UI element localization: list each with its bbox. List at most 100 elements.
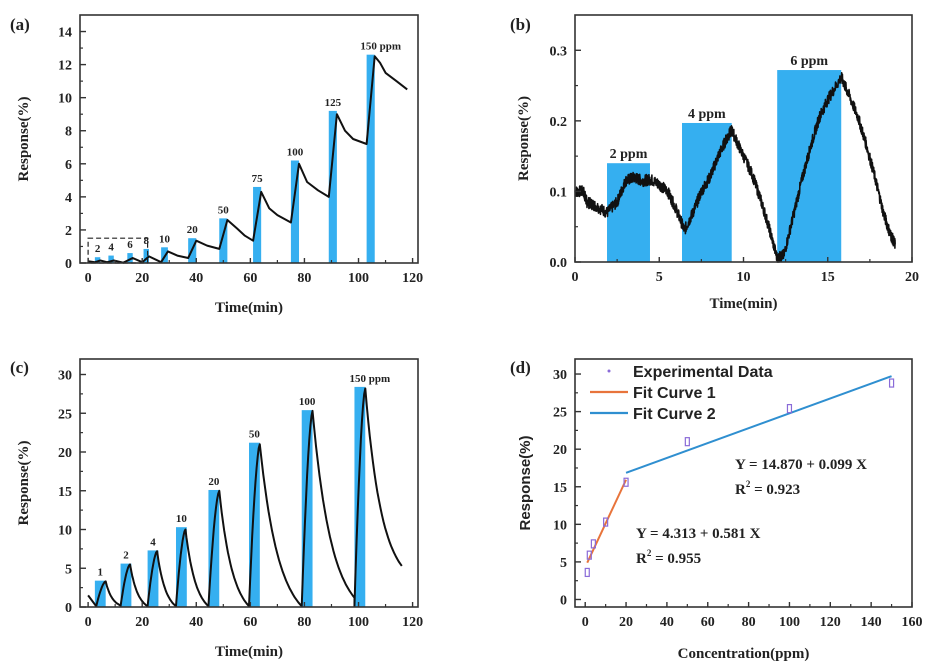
x-tick-label: 100 <box>348 271 369 286</box>
pulse-label: 20 <box>208 476 220 488</box>
x-axis-label: Time(min) <box>709 296 777 312</box>
y-tick-label: 15 <box>553 481 567 496</box>
y-tick-label: 30 <box>58 369 72 384</box>
pulse-label: 100 <box>299 396 316 408</box>
data-point <box>786 404 793 414</box>
pulse-label: 50 <box>249 429 261 441</box>
x-tick-label: 60 <box>243 615 257 630</box>
y-axis-label: Response(%) <box>516 96 532 181</box>
response-curve <box>574 72 896 263</box>
gas-pulse-bar <box>777 70 842 262</box>
panel-b: (b) 2 ppm 4 ppm 6 ppm 0 5 10 15 20 0.0 0.1 0.2 0.3 Ti… <box>510 14 919 312</box>
x-tick-label: 20 <box>135 615 149 630</box>
x-tick-label: 20 <box>135 271 149 286</box>
x-tick-label: 10 <box>737 270 751 285</box>
data-point <box>603 517 609 527</box>
pulse-label: 100 <box>287 146 304 158</box>
r-squared-label: R2 = 0.955 <box>636 548 701 567</box>
pulse-label: 10 <box>176 513 188 525</box>
data-point <box>586 550 592 560</box>
x-tick-label: 100 <box>779 615 800 630</box>
gas-pulse-bar <box>143 248 149 263</box>
panel-c: (c) 1 2 4 10 20 50 100 150 ppm 0 20 40 60 80 100 120 0 5 1… <box>10 358 423 660</box>
gas-pulse-bar <box>219 218 228 263</box>
x-tick-label: 0 <box>572 270 579 285</box>
x-tick-label: 20 <box>905 270 919 285</box>
legend-label: Experimental Data <box>633 364 773 381</box>
panel-d: (d) Experimental Data Fit Curve 1 Fit Curve… <box>510 358 923 662</box>
y-tick-label: 0.1 <box>550 185 568 200</box>
gas-pulse-bar <box>108 255 114 263</box>
plot-frame <box>79 358 419 608</box>
r-label: R <box>735 482 746 498</box>
pulse-label: 10 <box>159 233 171 245</box>
data-point <box>584 567 590 578</box>
y-tick-label: 10 <box>58 524 72 539</box>
x-tick-label: 20 <box>619 615 633 630</box>
panel-label: (d) <box>510 358 531 377</box>
gas-pulse-bar <box>253 186 262 263</box>
plot-frame <box>574 358 913 608</box>
data-point <box>590 539 596 549</box>
x-tick-label: 5 <box>656 270 663 285</box>
x-tick-label: 40 <box>189 271 203 286</box>
data-point <box>888 378 895 388</box>
pulse-label: 4 <box>150 536 156 548</box>
y-tick-label: 0 <box>560 593 567 608</box>
gas-pulse-bar <box>208 489 220 607</box>
pulse-label: 4 ppm <box>688 107 726 122</box>
gas-pulse-bar <box>354 386 366 607</box>
y-tick-label: 0 <box>65 601 72 616</box>
panel-label: (c) <box>10 358 29 377</box>
y-tick-label: 2 <box>65 224 72 239</box>
data-point <box>623 477 629 487</box>
x-tick-label: 80 <box>297 615 311 630</box>
r-squared-value: = 0.955 <box>651 551 701 567</box>
r-squared-label: R2 = 0.923 <box>735 479 800 498</box>
x-tick-label: 140 <box>861 615 882 630</box>
gas-pulse-bar <box>94 257 101 263</box>
x-tick-label: 40 <box>660 615 674 630</box>
x-tick-label: 15 <box>821 270 835 285</box>
x-tick-label: 0 <box>85 271 92 286</box>
pulse-label: 4 <box>108 242 114 254</box>
pulse-label: 1 <box>98 567 104 579</box>
r-label: R <box>636 551 647 567</box>
x-tick-label: 0 <box>582 615 589 630</box>
y-tick-label: 6 <box>65 158 72 173</box>
y-tick-label: 8 <box>65 125 72 140</box>
pulse-label: 150 ppm <box>360 41 401 53</box>
y-tick-label: 0.2 <box>550 115 568 130</box>
legend-label: Fit Curve 1 <box>633 385 716 402</box>
pulse-label: 50 <box>218 204 230 216</box>
fit-curve-1-line <box>586 479 627 564</box>
gas-pulse-bar <box>147 550 159 607</box>
y-tick-label: 25 <box>553 406 567 421</box>
legend-label: Fit Curve 2 <box>633 406 716 423</box>
gas-pulse-bar <box>175 527 187 607</box>
y-tick-label: 30 <box>553 368 567 383</box>
y-axis-label: Response(%) <box>517 435 534 530</box>
pulse-label: 2 <box>95 243 101 255</box>
pulse-label: 2 <box>123 550 129 562</box>
response-curve <box>87 55 408 264</box>
plot-frame <box>79 14 419 264</box>
gas-pulse-bar <box>127 253 133 263</box>
y-tick-label: 14 <box>58 26 72 41</box>
x-tick-label: 40 <box>189 615 203 630</box>
x-axis-label: Time(min) <box>215 644 283 660</box>
x-tick-label: 60 <box>701 615 715 630</box>
x-tick-label: 60 <box>243 271 257 286</box>
panel-label: (b) <box>510 15 531 34</box>
x-axis-label: Time(min) <box>215 300 283 316</box>
gas-pulse-bar <box>366 54 375 264</box>
y-tick-label: 5 <box>560 556 567 571</box>
y-tick-label: 20 <box>553 443 567 458</box>
pulse-label: 20 <box>187 224 199 236</box>
x-axis-label: Concentration(ppm) <box>678 646 810 662</box>
x-tick-label: 80 <box>297 271 311 286</box>
gas-pulse-bar <box>290 160 300 263</box>
y-tick-label: 15 <box>58 485 72 500</box>
